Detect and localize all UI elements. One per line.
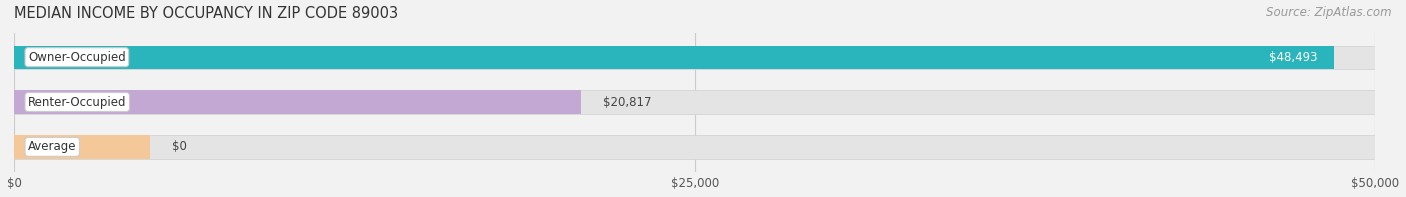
Text: Owner-Occupied: Owner-Occupied — [28, 51, 125, 64]
Text: Average: Average — [28, 140, 76, 153]
Bar — [14, 46, 1375, 69]
Bar — [14, 135, 1375, 159]
Text: $20,817: $20,817 — [603, 96, 651, 109]
Text: $48,493: $48,493 — [1270, 51, 1317, 64]
Bar — [14, 90, 1375, 114]
Bar — [14, 90, 581, 114]
Text: Renter-Occupied: Renter-Occupied — [28, 96, 127, 109]
Bar — [14, 46, 1334, 69]
Text: Source: ZipAtlas.com: Source: ZipAtlas.com — [1267, 6, 1392, 19]
Text: $0: $0 — [172, 140, 187, 153]
Bar — [14, 135, 150, 159]
Text: MEDIAN INCOME BY OCCUPANCY IN ZIP CODE 89003: MEDIAN INCOME BY OCCUPANCY IN ZIP CODE 8… — [14, 6, 398, 21]
